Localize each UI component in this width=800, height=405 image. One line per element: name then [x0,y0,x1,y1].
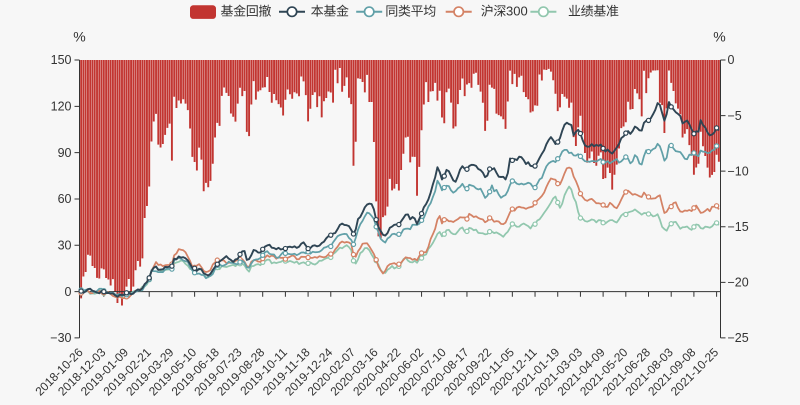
svg-text:−25: −25 [728,331,749,345]
svg-text:60: 60 [58,192,72,206]
svg-text:−10: −10 [728,164,749,178]
svg-text:−15: −15 [728,220,749,234]
svg-text:−20: −20 [728,276,749,290]
svg-text:−5: −5 [728,109,742,123]
svg-text:30: 30 [58,238,72,252]
svg-text:%: % [713,29,725,45]
svg-text:0: 0 [65,285,72,299]
svg-text:0: 0 [728,53,735,67]
svg-text:%: % [73,29,85,45]
svg-text:90: 90 [58,146,72,160]
svg-text:120: 120 [51,100,72,114]
svg-text:300: 300 [506,4,528,19]
svg-text:150: 150 [51,53,72,67]
svg-text:−30: −30 [50,331,71,345]
